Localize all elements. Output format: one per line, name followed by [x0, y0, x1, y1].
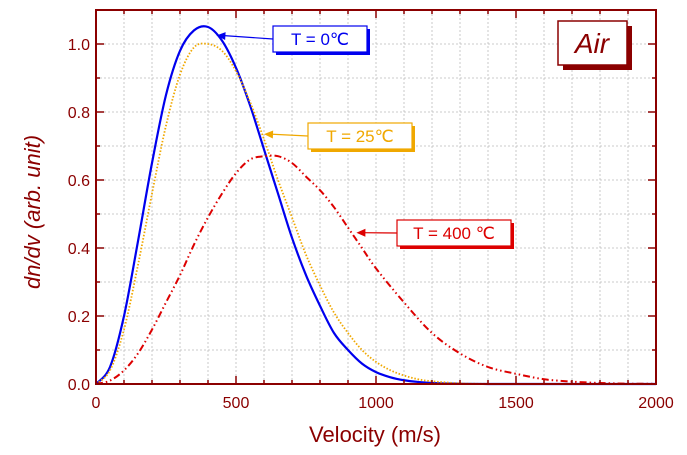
x-tick-label: 500: [223, 395, 250, 412]
series-label-text: T = 400 ℃: [413, 224, 495, 243]
series-label-arrow: [222, 34, 274, 40]
series-label-arrow: [269, 133, 309, 137]
air-title-box: Air: [557, 20, 632, 70]
x-tick-label: 1500: [498, 395, 534, 412]
series-label-2: T = 400 ℃: [356, 219, 514, 249]
series-label-box: [396, 219, 512, 247]
series-labels: T = 0℃ T = 25℃ T = 400 ℃: [216, 25, 514, 249]
series-label-box: [272, 25, 368, 53]
y-tick-label: 0.0: [68, 377, 90, 394]
x-tick-label: 2000: [638, 395, 674, 412]
y-tick-label: 0.4: [68, 241, 90, 258]
x-tick-label: 1000: [358, 395, 394, 412]
x-axis-label: Velocity (m/s): [309, 422, 441, 447]
y-tick-label: 0.8: [68, 105, 90, 122]
series-label-arrowhead: [356, 228, 366, 237]
x-tick-label: 0: [92, 395, 101, 412]
y-axis-label: dn/dv (arb. unit): [20, 135, 45, 289]
series-label-arrowhead: [264, 130, 274, 139]
series-line-2: [95, 154, 657, 385]
series-label-1: T = 25℃: [264, 122, 415, 152]
series-label-text: T = 0℃: [291, 30, 349, 49]
y-tick-label: 0.6: [68, 173, 90, 190]
series-label-arrowhead: [216, 32, 226, 41]
series-label-0: T = 0℃: [216, 25, 370, 55]
series-label-box: [307, 122, 413, 150]
y-tick-label: 0.2: [68, 309, 90, 326]
air-title: Air: [573, 28, 611, 59]
series-line-1: [95, 42, 656, 385]
y-tick-label: 1.0: [68, 37, 90, 54]
axis-ticks: 0 500 1000 1500 2000 0.0 0.2 0.4 0.6 0.8 1.0: [68, 9, 674, 412]
series-label-text: T = 25℃: [326, 127, 393, 146]
